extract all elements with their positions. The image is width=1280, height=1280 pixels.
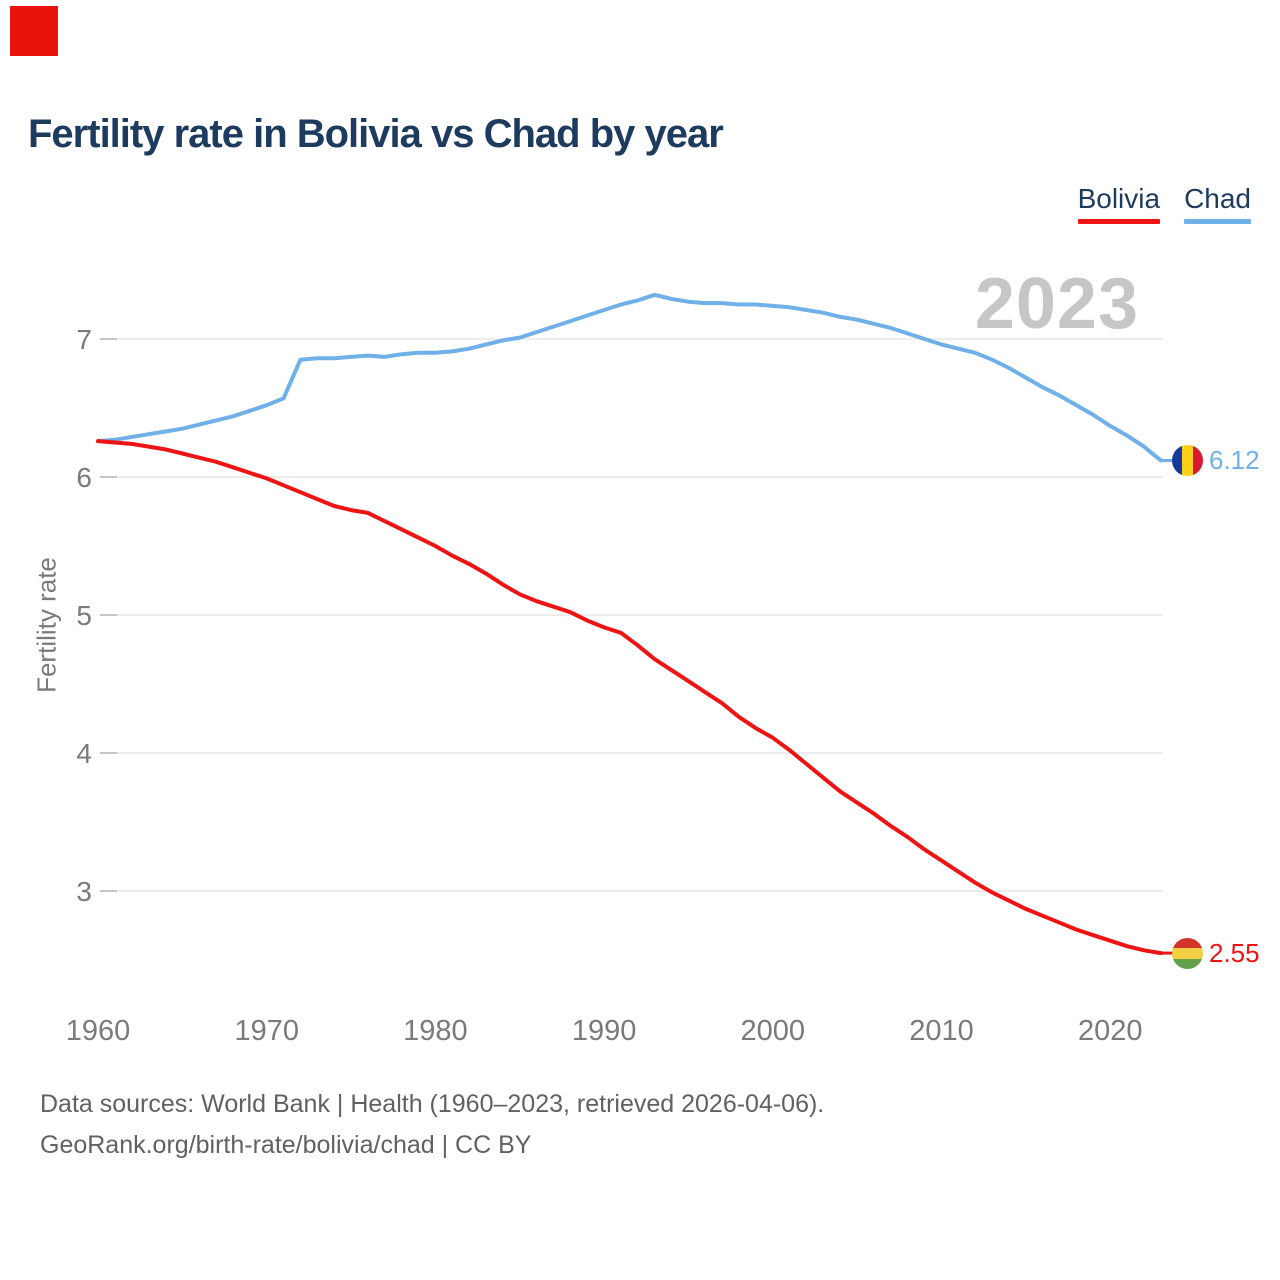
flag-stripe	[1172, 938, 1203, 949]
flag-stripe	[1192, 445, 1203, 476]
chad-flag-icon	[1172, 445, 1203, 476]
legend-swatch-chad	[1184, 219, 1251, 224]
flag-stripe	[1172, 958, 1203, 969]
footer: Data sources: World Bank | Health (1960–…	[40, 1084, 824, 1166]
bolivia-flag-icon	[1172, 938, 1203, 969]
x-tick-label: 1980	[403, 1015, 468, 1047]
y-tick-label: 7	[76, 324, 92, 355]
x-tick-label: 1960	[66, 1015, 131, 1047]
x-tick-label: 1970	[234, 1015, 299, 1047]
bolivia-end-value: 2.55	[1209, 938, 1260, 968]
legend-item-chad[interactable]: Chad	[1184, 183, 1251, 224]
series-line-chad	[96, 292, 1163, 463]
logo-mark	[10, 6, 58, 56]
footer-source-line: Data sources: World Bank | Health (1960–…	[40, 1090, 825, 1118]
series-line-bolivia	[96, 439, 1163, 956]
legend-label-chad: Chad	[1184, 183, 1251, 214]
x-tick-label: 2000	[741, 1015, 806, 1047]
x-tick-label: 2020	[1078, 1015, 1143, 1047]
y-tick-label: 4	[76, 738, 92, 769]
y-tick-label: 6	[76, 462, 92, 493]
footer-license-line: GeoRank.org/birth-rate/bolivia/chad | CC…	[40, 1131, 532, 1159]
chad-end-value: 6.12	[1209, 445, 1260, 475]
legend-swatch-bolivia	[1077, 219, 1161, 224]
page-title: Fertility rate in Bolivia vs Chad by yea…	[28, 112, 724, 156]
x-tick-label: 1990	[572, 1015, 637, 1047]
legend-item-bolivia[interactable]: Bolivia	[1077, 183, 1161, 224]
legend: Bolivia Chad	[1077, 183, 1251, 224]
y-tick-label: 5	[76, 600, 92, 631]
flag-stripe	[1172, 948, 1203, 959]
y-tick-label: 3	[76, 876, 92, 907]
legend-label-bolivia: Bolivia	[1077, 183, 1161, 214]
flag-stripe	[1172, 445, 1183, 476]
watermark-year: 2023	[974, 264, 1139, 344]
x-tick-label: 2010	[909, 1015, 974, 1047]
flag-stripe	[1182, 445, 1193, 476]
